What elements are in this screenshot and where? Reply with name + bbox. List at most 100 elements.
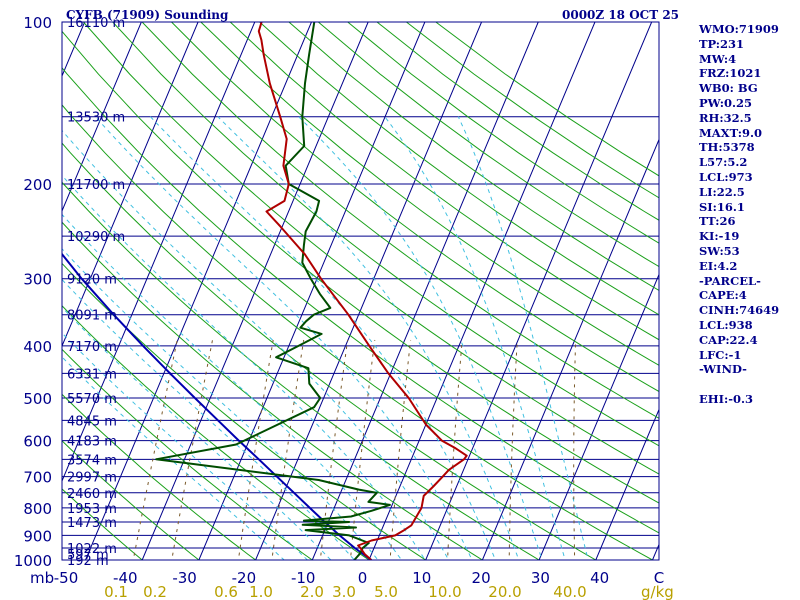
stat-line: RH:32.5 [699,110,752,125]
temperature-tick-label: -10 [291,569,316,587]
pressure-tick-label: 600 [23,433,52,451]
moist-adiabat-24 [150,116,497,560]
dry-adiabat-120 [200,22,659,366]
height-label: 1022 m [67,542,117,557]
height-label: 4845 m [67,414,117,429]
mixing-ratio-tick-label: 0.1 [104,583,128,600]
mixing-ratio-line-0.1 [132,339,178,560]
stat-line: -WIND- [699,362,747,377]
height-label: 5570 m [67,392,117,407]
mixing-ratio-line-10.0 [447,339,463,560]
mixing-ratio-line-20.0 [508,339,518,560]
dry-adiabat-80 [83,22,659,475]
height-label: 11700 m [67,178,125,193]
temperature-tick-label: 30 [531,569,550,587]
isotherm-30 [538,273,659,560]
height-label: 192 m [67,554,109,569]
pressure-tick-label: 300 [23,271,52,289]
dry-adiabat--30 [62,440,200,560]
dry-adiabat-30 [62,181,541,560]
height-label: 13530 m [67,111,125,126]
height-label: 1953 m [67,502,117,517]
isotherm-40 [595,408,659,560]
dry-adiabat-160 [317,22,659,268]
pressure-tick-label: 400 [23,338,52,356]
moist-adiabat--8 [62,332,309,560]
moist-adiabat-40 [457,116,589,560]
stat-line: SW:53 [699,243,740,258]
height-label: 597 m [67,548,109,563]
chart-title: CYFB (71909) Sounding [66,8,229,22]
height-label: 1473 m [67,516,117,531]
dry-adiabat-40 [62,142,597,560]
isotherm-0 [368,22,596,560]
moist-adiabat-8 [62,213,403,560]
stat-line: TT:26 [699,214,736,229]
isotherm--10 [311,22,539,560]
pressure-tick-label: 900 [23,527,52,545]
stat-line: MW:4 [699,51,737,66]
grid-layer [62,22,659,560]
height-label: 7170 m [67,340,117,355]
pressure-tick-label: 1000 [14,552,52,570]
temperature-tick-label: 0 [358,569,368,587]
moist-adiabat-20 [95,116,473,560]
dry-adiabat-10 [62,262,427,560]
stat-line: FRZ:1021 [699,66,762,81]
stat-line: CAP:22.4 [699,332,758,347]
stat-line: KI:-19 [699,229,740,244]
profiles-layer [62,22,468,560]
pressure-tick-label: 200 [23,176,52,194]
mixing-ratio-tick-label: 0.6 [214,583,238,600]
stat-line: CAPE:4 [699,288,747,303]
moist-adiabat--4 [62,306,332,560]
height-label: 4183 m [67,435,117,450]
mixing-ratio-tick-label: 10.0 [428,583,461,600]
mixing-ratio-line-0.6 [237,339,274,560]
dry-adiabat-100 [141,22,659,419]
isotherm--50 [85,22,312,560]
mixing-ratio-line-1.0 [271,339,305,560]
stat-line: TH:5378 [699,140,755,155]
pressure-tick-label: 500 [23,390,52,408]
dry-adiabat-140 [259,22,659,316]
plot-frame [61,21,660,561]
mixing-ratio-tick-label: 5.0 [374,583,398,600]
dry-adiabat-60 [62,67,659,534]
height-label: 8091 m [67,309,117,324]
chart-timestamp: 0000Z 18 OCT 25 [562,8,679,22]
height-label: 6331 m [67,367,117,382]
height-label: 16110 m [67,16,125,31]
isotherm-20 [481,138,659,560]
moist-adiabat-16 [62,129,450,560]
temperature-tick-label: C [654,569,664,587]
height-label: 2997 m [67,471,117,486]
stat-line [699,377,779,392]
temperature-tick-label: -50 [54,569,79,587]
mixing-ratio-line-40.0 [573,339,577,560]
moist-adiabat-28 [217,116,520,560]
dry-adiabat-130 [229,22,659,341]
dry-adiabat--20 [62,393,257,560]
height-label: 2460 m [67,487,117,502]
temperature-trace [257,22,468,560]
stat-line: LCL:973 [699,169,753,184]
stat-line: SI:16.1 [699,199,745,214]
dry-adiabat-90 [112,22,659,447]
dewpoint-trace [155,22,391,560]
dry-adiabat-20 [62,221,484,560]
temperature-tick-label: 20 [472,569,491,587]
stat-line: TP:231 [699,36,745,51]
pressure-tick-label: 100 [23,14,52,32]
mixing-ratio-tick-label: 20.0 [488,583,521,600]
mixing-ratio-line-5.0 [389,339,412,560]
stats-panel: WMO:71909 TP:231 MW:4 FRZ:1021 WB0: BG PW:0.2… [699,22,779,407]
mixing-ratio-tick-label: 2.0 [300,583,324,600]
stat-line: CINH:74649 [699,303,780,318]
stat-line: EHI:-0.3 [699,391,754,406]
stat-line: EI:4.2 [699,258,738,273]
moist-adiabat-36 [384,116,566,560]
dry-adiabat-150 [288,22,659,291]
